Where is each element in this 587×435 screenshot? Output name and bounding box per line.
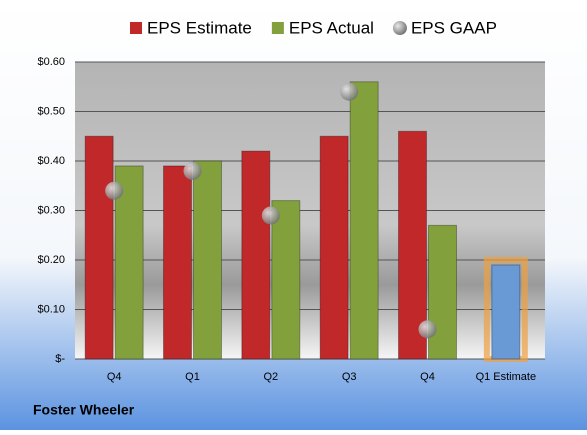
bar [398,130,427,360]
bar [241,150,271,360]
x-tick-label: Q4 [107,371,122,383]
chart-title: Foster Wheeler [33,402,135,418]
legend-label: EPS GAAP [411,18,497,37]
x-tick-label: Q4 [420,371,435,383]
bar [349,81,379,360]
bar [84,135,114,360]
gaap-marker [418,320,437,339]
legend-label: EPS Actual [289,18,374,37]
y-tick-label: $0.30 [37,204,65,216]
y-tick-label: $0.60 [37,56,65,68]
legend-label: EPS Estimate [147,18,252,37]
bar [193,160,222,360]
y-tick-label: $0.50 [37,105,65,117]
y-tick-label: $0.20 [37,254,65,266]
bar [319,135,349,360]
y-tick-label: $- [55,353,65,365]
bar [428,224,457,360]
legend-marker [392,21,407,35]
gaap-marker [261,206,280,225]
bar [114,165,144,360]
y-tick-label: $0.10 [37,303,65,315]
gaap-marker [340,82,359,101]
x-tick-label: Q1 [185,371,200,383]
y-tick-label: $0.40 [37,155,65,167]
x-tick-label: Q3 [342,371,357,383]
x-tick-label: Q2 [263,371,278,383]
legend-marker [271,22,284,34]
gaap-marker [105,181,124,200]
x-tick-label: Q1 Estimate [476,371,537,383]
legend-marker [130,22,142,34]
bar [163,165,192,360]
gaap-marker [183,161,202,180]
bar [491,264,521,360]
bar [271,200,301,360]
